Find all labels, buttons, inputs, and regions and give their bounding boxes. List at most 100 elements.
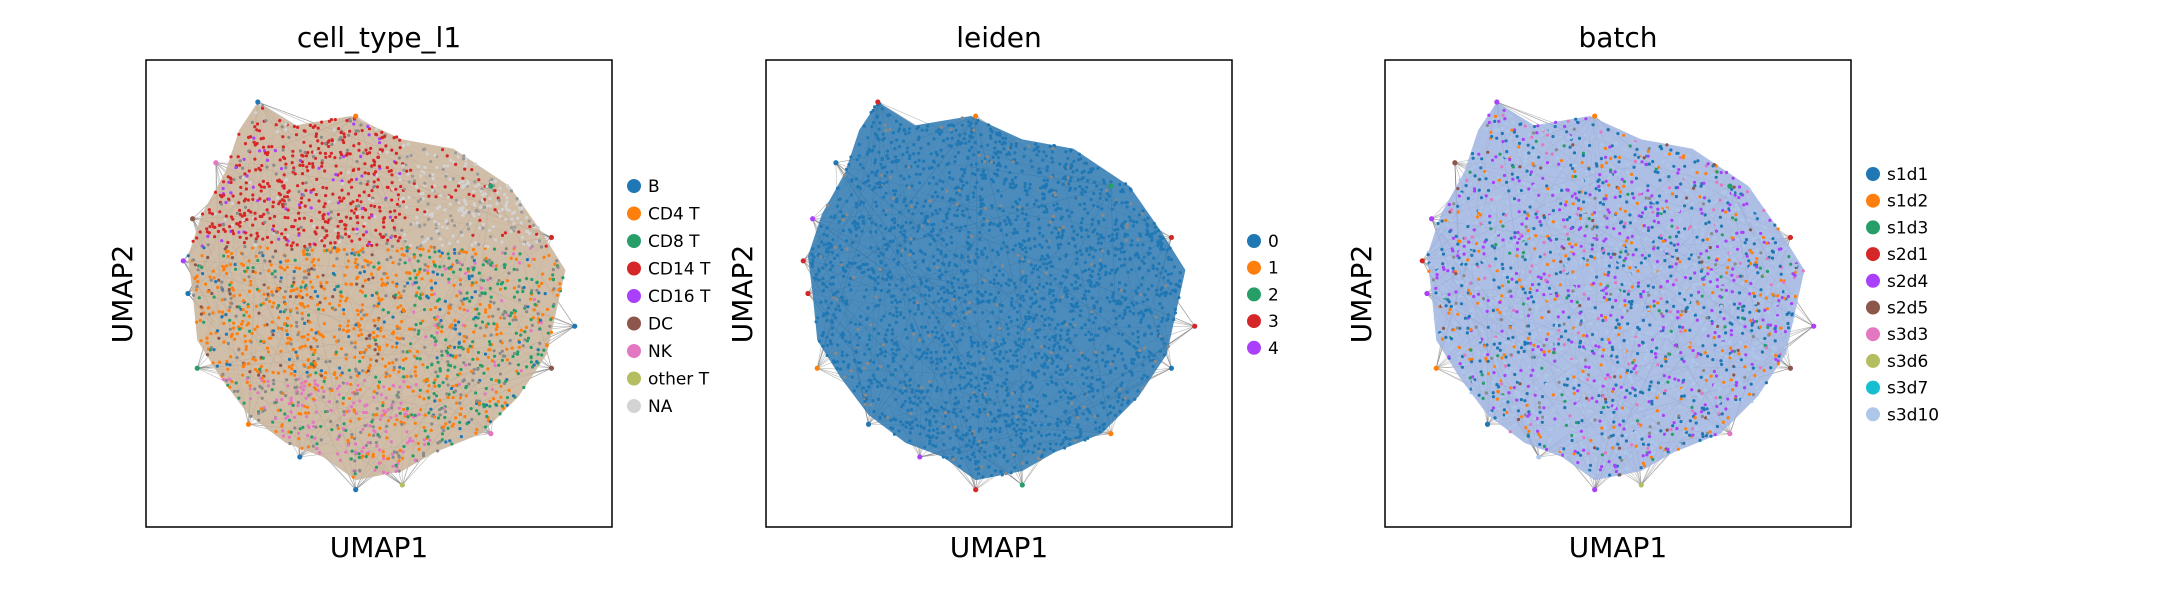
scatter-point [295, 320, 299, 325]
scatter-point [361, 215, 365, 219]
scatter-point [206, 289, 210, 294]
scatter-point [998, 426, 1002, 430]
scatter-point [887, 275, 891, 279]
scatter-point [969, 121, 973, 126]
scatter-point [462, 361, 466, 365]
scatter-point [198, 230, 202, 234]
scatter-point [329, 419, 333, 424]
scatter-point [977, 449, 982, 453]
scatter-point [515, 290, 520, 294]
scatter-point [1022, 404, 1026, 408]
scatter-point [316, 383, 320, 388]
scatter-point [1019, 296, 1023, 300]
scatter-point [350, 251, 354, 255]
scatter-point [306, 151, 310, 155]
scatter-point [885, 170, 889, 174]
scatter-point [326, 140, 330, 144]
scatter-point [886, 272, 890, 276]
scatter-point [977, 429, 981, 433]
scatter-point [1037, 430, 1041, 434]
scatter-point [1058, 334, 1062, 338]
scatter-point [922, 204, 926, 208]
scatter-point [418, 225, 422, 229]
scatter-point [1090, 376, 1094, 380]
scatter-point [461, 176, 465, 180]
scatter-point [973, 140, 977, 145]
scatter-point [436, 299, 440, 303]
scatter-point [452, 248, 457, 252]
scatter-point [501, 280, 505, 285]
scatter-point [1121, 316, 1125, 320]
scatter-point [472, 258, 476, 263]
scatter-point [862, 386, 866, 390]
scatter-point [258, 271, 262, 275]
scatter-point [322, 287, 327, 291]
scatter-point [459, 367, 463, 372]
scatter-point [1080, 187, 1084, 191]
scatter-point [294, 350, 298, 354]
scatter-point [353, 469, 357, 473]
scatter-point [810, 264, 814, 269]
scatter-point [944, 401, 948, 405]
scatter-point [361, 151, 366, 155]
scatter-point [392, 368, 396, 372]
scatter-point [548, 277, 552, 281]
scatter-point [978, 212, 982, 216]
scatter-point [895, 138, 899, 142]
scatter-point [464, 386, 468, 390]
scatter-point [363, 162, 367, 166]
scatter-point [879, 364, 883, 368]
scatter-point [899, 123, 903, 127]
scatter-point [400, 320, 404, 324]
scatter-point [1033, 244, 1037, 249]
scatter-point [1040, 364, 1044, 368]
scatter-point [398, 172, 402, 176]
scatter-point [448, 439, 452, 443]
scatter-point [1130, 239, 1134, 243]
scatter-point [268, 299, 272, 304]
scatter-point [1020, 438, 1024, 442]
scatter-point [1139, 310, 1143, 314]
scatter-point [250, 331, 254, 335]
scatter-point [313, 348, 317, 352]
scatter-point [871, 108, 875, 113]
scatter-point [377, 164, 381, 168]
scatter-point [390, 198, 394, 202]
scatter-point [979, 133, 983, 137]
scatter-point [477, 312, 481, 316]
scatter-point [1065, 380, 1069, 385]
scatter-point [980, 252, 984, 256]
scatter-point [493, 189, 497, 193]
scatter-point [416, 199, 420, 204]
scatter-point [365, 259, 370, 264]
scatter-point [386, 471, 390, 475]
scatter-point [265, 368, 269, 372]
scatter-point [314, 387, 318, 391]
scatter-point [304, 287, 308, 291]
scatter-point [356, 221, 360, 225]
scatter-point [525, 365, 529, 369]
scatter-point [1159, 244, 1163, 248]
scatter-point [458, 332, 462, 336]
scatter-point [877, 150, 881, 154]
scatter-point [359, 123, 363, 127]
scatter-point [1052, 203, 1056, 207]
scatter-point [472, 214, 477, 218]
scatter-point [312, 336, 316, 340]
scatter-point [230, 380, 234, 384]
scatter-point [857, 367, 861, 371]
scatter-point [273, 249, 278, 253]
scatter-point [301, 388, 305, 392]
scatter-point [503, 265, 507, 270]
scatter-point [454, 151, 458, 155]
scatter-point [377, 137, 382, 141]
scatter-point [421, 363, 425, 367]
scatter-point [357, 148, 361, 152]
scatter-point [472, 330, 476, 334]
scatter-point [272, 224, 276, 228]
scatter-point [983, 160, 987, 164]
scatter-point [237, 327, 242, 331]
scatter-point [392, 365, 396, 369]
scatter-point [257, 166, 261, 170]
scatter-point [327, 144, 331, 149]
